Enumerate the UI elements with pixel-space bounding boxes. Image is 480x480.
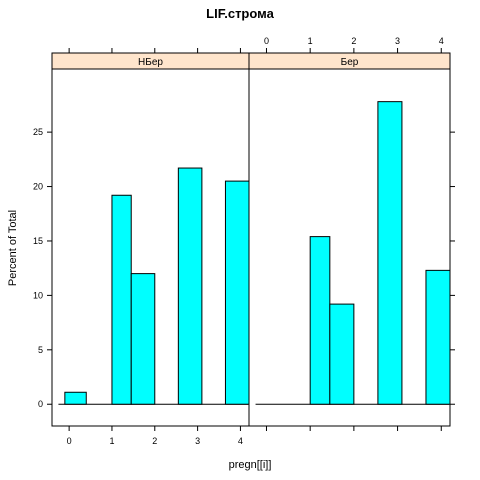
y-tick-label: 15 xyxy=(33,236,43,246)
histogram-bar xyxy=(111,194,132,405)
histogram-bar xyxy=(130,273,156,405)
histogram-bar xyxy=(377,101,403,405)
x-tick-label-top: 4 xyxy=(439,36,444,46)
x-tick-label: 1 xyxy=(109,436,114,446)
chart-title: LIF.строма xyxy=(206,6,274,21)
y-axis-title: Percent of Total xyxy=(7,210,19,286)
histogram-bar xyxy=(177,167,203,405)
x-tick-label-top: 3 xyxy=(395,36,400,46)
x-tick-label: 3 xyxy=(195,436,200,446)
histogram-bar xyxy=(64,391,87,405)
y-tick-label: 5 xyxy=(38,345,43,355)
y-tick-label: 20 xyxy=(33,182,43,192)
x-tick-label-top: 0 xyxy=(264,36,269,46)
x-tick-label: 0 xyxy=(67,436,72,446)
histogram-bar xyxy=(309,236,331,405)
histogram-bar xyxy=(224,180,250,405)
y-tick-label: 25 xyxy=(33,127,43,137)
x-axis-title: pregn[[i]] xyxy=(229,459,272,471)
y-tick-label: 10 xyxy=(33,290,43,300)
histogram-bar xyxy=(425,269,451,405)
panel-1: Бер 0 1 2 3 4 xyxy=(248,36,451,431)
x-tick-label: 2 xyxy=(152,436,157,446)
histogram-bar xyxy=(329,303,355,405)
panel-strip-label: Бер xyxy=(341,57,359,68)
x-tick-label-top: 2 xyxy=(351,36,356,46)
panel-0: НБер 0 1 2 3 4 xyxy=(51,48,250,446)
y-tick-label: 0 xyxy=(38,399,43,409)
panel-frame xyxy=(248,68,451,427)
panel-strip-label: НБер xyxy=(138,57,163,68)
x-tick-label: 4 xyxy=(238,436,243,446)
x-tick-label-top: 1 xyxy=(308,36,313,46)
panels-layer: НБер 0 1 2 3 4 Бер 0 1 2 3 4 0 5 10 15 20 25 xyxy=(33,36,455,446)
